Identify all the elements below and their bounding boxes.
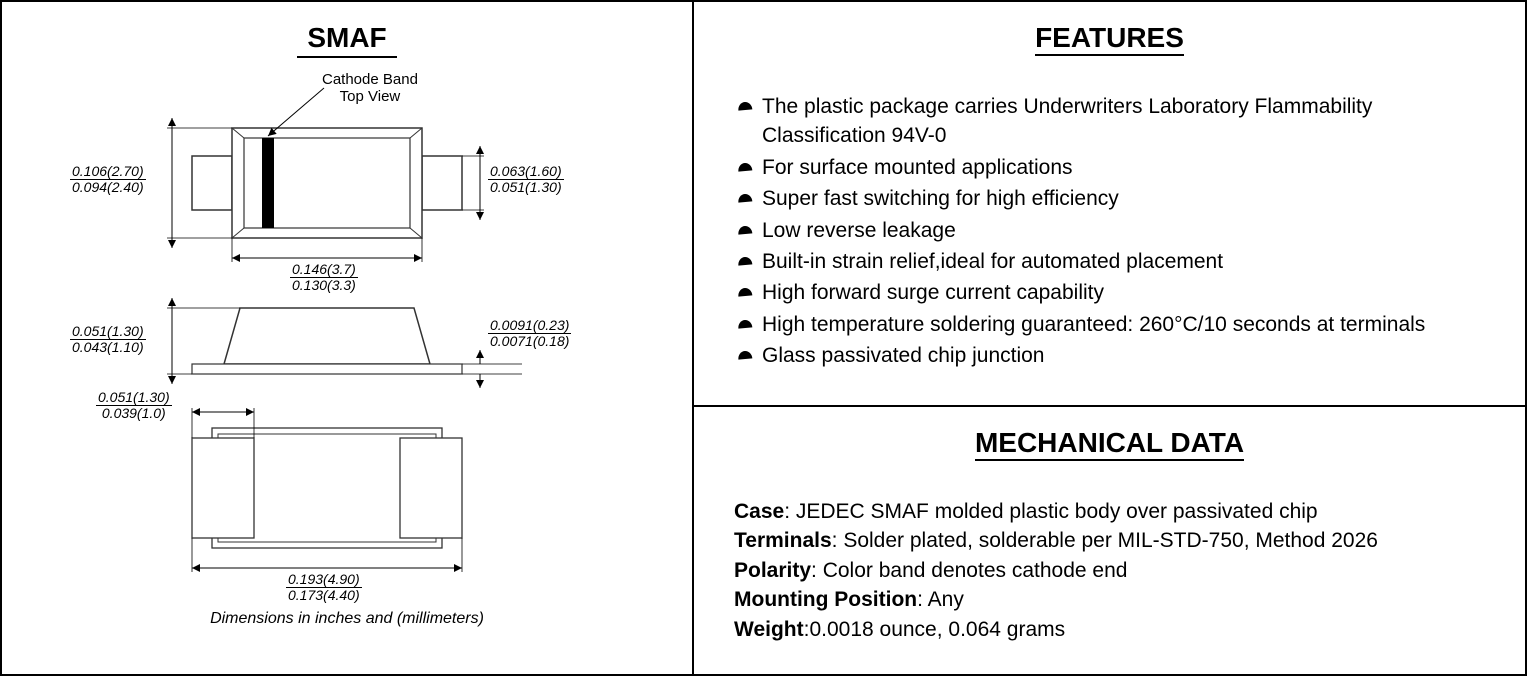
mechanical-line: Polarity: Color band denotes cathode end [734, 556, 1485, 585]
dim-side-thin: 0.0091(0.23) 0.0071(0.18) [488, 318, 571, 350]
mechanical-value: : Any [917, 588, 964, 611]
mechanical-value: : Color band denotes cathode end [811, 559, 1127, 582]
mechanical-line: Case: JEDEC SMAF molded plastic body ove… [734, 497, 1485, 526]
dim-overall-width: 0.193(4.90) 0.173(4.40) [286, 572, 362, 604]
features-title: FEATURES [1035, 22, 1184, 56]
mechanical-line: Weight:0.0018 ounce, 0.064 grams [734, 615, 1485, 644]
features-list: The plastic package carries Underwriters… [734, 92, 1485, 371]
cathode-band-label: Cathode Band Top View [322, 72, 418, 105]
feature-item: Low reverse leakage [734, 216, 1485, 245]
dim-body-height: 0.106(2.70) 0.094(2.40) [70, 164, 146, 196]
package-diagram: Cathode Band Top View 0.106(2.70) 0.094(… [22, 68, 672, 628]
features-section: FEATURES The plastic package carries Und… [694, 2, 1525, 407]
dimension-caption: Dimensions in inches and (millimeters) [22, 610, 672, 628]
feature-item: High temperature soldering guaranteed: 2… [734, 310, 1485, 339]
feature-item: The plastic package carries Underwriters… [734, 92, 1485, 151]
mechanical-body: Case: JEDEC SMAF molded plastic body ove… [734, 497, 1485, 644]
mechanical-line: Mounting Position: Any [734, 585, 1485, 614]
mechanical-label: Case [734, 500, 784, 523]
feature-item: For surface mounted applications [734, 153, 1485, 182]
feature-item: Built-in strain relief,ideal for automat… [734, 247, 1485, 276]
datasheet-panel: SMAF [0, 0, 1527, 676]
dim-body-width: 0.146(3.7) 0.130(3.3) [290, 262, 358, 294]
dim-pad-width: 0.051(1.30) 0.039(1.0) [96, 390, 172, 422]
dim-side-thick: 0.051(1.30) 0.043(1.10) [70, 324, 146, 356]
mechanical-label: Weight [734, 618, 804, 641]
package-drawing-panel: SMAF [2, 2, 694, 674]
feature-item: High forward surge current capability [734, 278, 1485, 307]
feature-item: Glass passivated chip junction [734, 341, 1485, 370]
mechanical-section: MECHANICAL DATA Case: JEDEC SMAF molded … [694, 407, 1525, 674]
mechanical-line: Terminals: Solder plated, solderable per… [734, 526, 1485, 555]
mechanical-value: : JEDEC SMAF molded plastic body over pa… [784, 500, 1317, 523]
mechanical-label: Terminals [734, 529, 832, 552]
package-title: SMAF [297, 22, 396, 58]
mechanical-title: MECHANICAL DATA [975, 427, 1244, 461]
mechanical-label: Polarity [734, 559, 811, 582]
feature-item: Super fast switching for high efficiency [734, 184, 1485, 213]
mechanical-value: : Solder plated, solderable per MIL-STD-… [832, 529, 1378, 552]
dim-lead-height: 0.063(1.60) 0.051(1.30) [488, 164, 564, 196]
mechanical-value: :0.0018 ounce, 0.064 grams [804, 618, 1066, 641]
right-panel: FEATURES The plastic package carries Und… [694, 2, 1525, 674]
mechanical-label: Mounting Position [734, 588, 917, 611]
